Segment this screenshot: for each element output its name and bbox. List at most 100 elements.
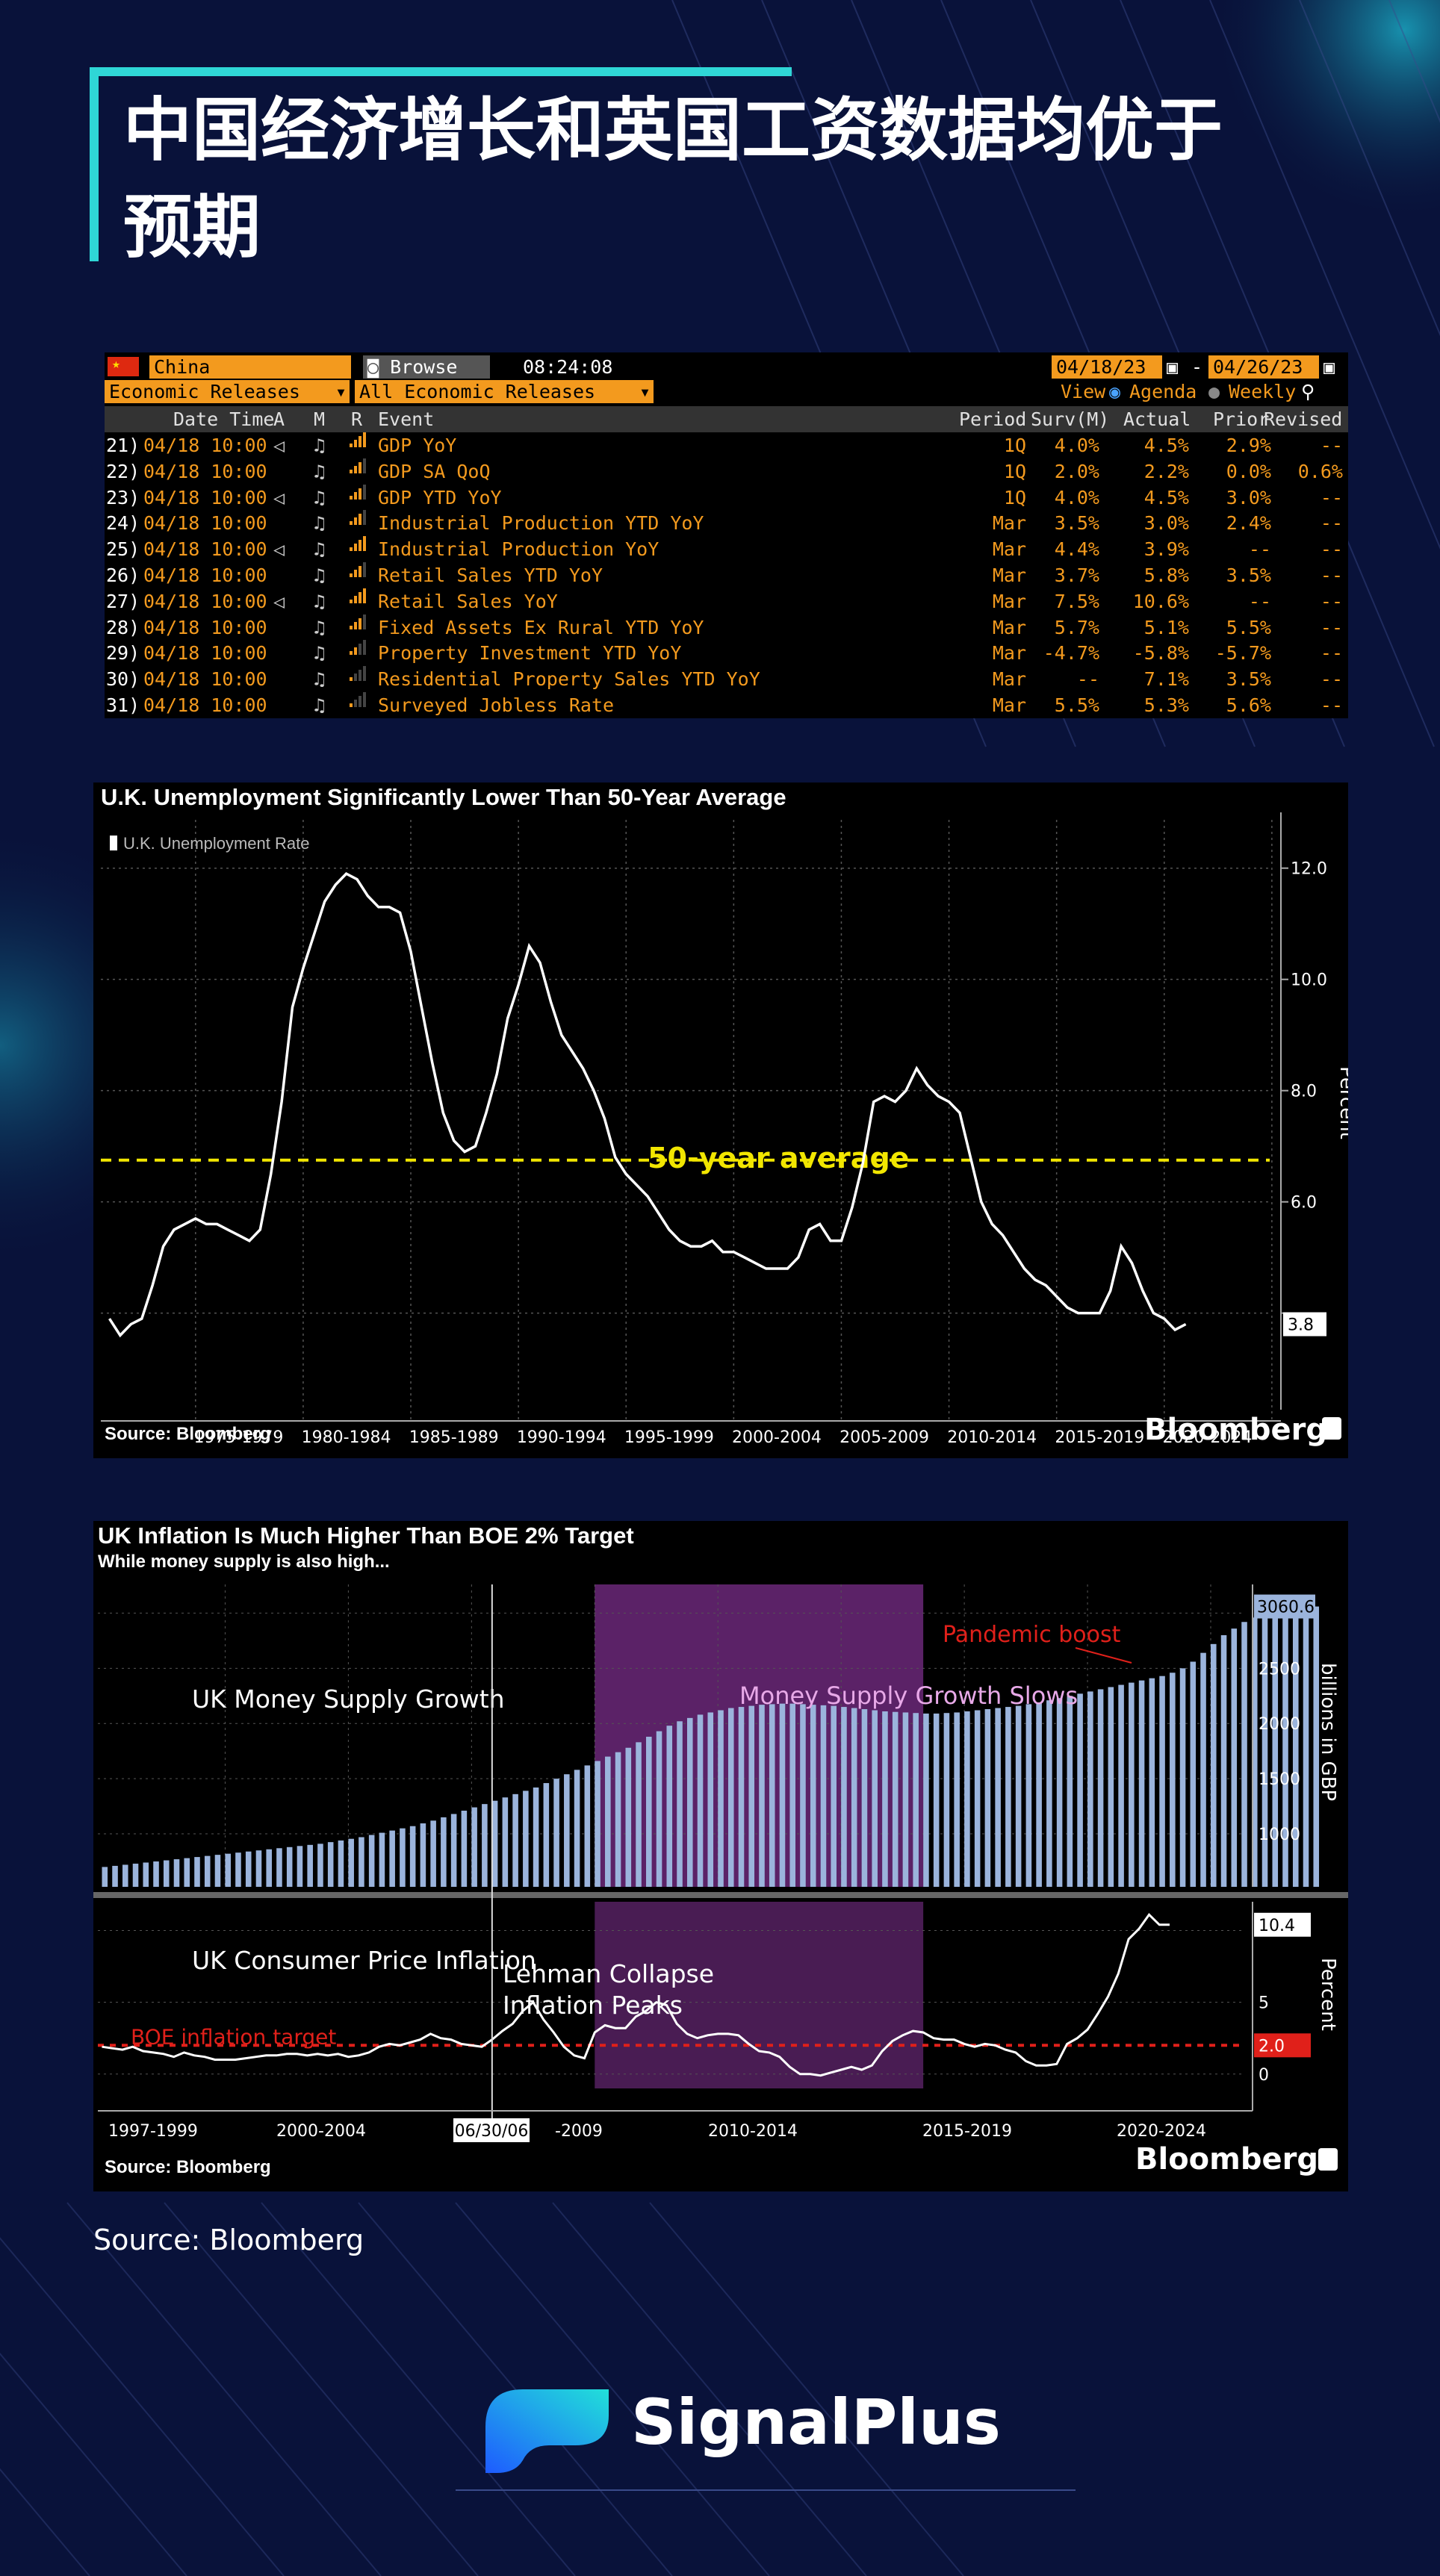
- row-event: Industrial Production YoY: [378, 538, 660, 561]
- table-row[interactable]: 31) 04/18 10:00 Surveyed Jobless Rate Mar 5.…: [105, 692, 1348, 718]
- row-event: GDP SA QoQ: [378, 460, 491, 482]
- row-datetime: 04/18 10:00: [143, 538, 267, 561]
- table-row[interactable]: 22) 04/18 10:00 GDP SA QoQ 1Q 2.0% 2.2% 0.0% 0.…: [105, 458, 1348, 485]
- money-supply-bar: [831, 1705, 837, 1887]
- alert-bell-icon[interactable]: ♫: [314, 538, 326, 561]
- category-select[interactable]: Economic Releases ▾: [105, 380, 350, 403]
- date-marker-box: [453, 2118, 530, 2142]
- money-supply-bar: [1015, 1705, 1022, 1887]
- date-to-field[interactable]: 04/26/23: [1208, 355, 1319, 379]
- alert-bell-icon[interactable]: ♫: [314, 616, 326, 638]
- row-number: 24): [106, 512, 140, 535]
- money-supply-bar: [646, 1736, 652, 1887]
- row-revised: --: [1320, 590, 1343, 612]
- row-period: 1Q: [1003, 460, 1026, 482]
- table-row[interactable]: 28) 04/18 10:00 Fixed Assets Ex Rural YTD …: [105, 614, 1348, 641]
- money-supply-bar: [543, 1783, 550, 1887]
- filter-select[interactable]: All Economic Releases ▾: [355, 380, 654, 403]
- alert-bell-icon[interactable]: ♫: [314, 564, 326, 586]
- money-supply-bar: [359, 1837, 364, 1887]
- y-axis-label: Percent: [1317, 1958, 1339, 2031]
- money-supply-bar: [748, 1705, 755, 1887]
- money-supply-bar: [984, 1709, 991, 1887]
- money-supply-bar: [327, 1842, 334, 1887]
- row-revised: --: [1320, 564, 1343, 586]
- panel-label-cpi: UK Consumer Price Inflation: [192, 1946, 536, 1975]
- money-supply-bar: [430, 1820, 436, 1887]
- calendar-icon[interactable]: ▣: [1167, 356, 1179, 378]
- table-row[interactable]: 30) 04/18 10:00 Residential Property Sales…: [105, 666, 1348, 692]
- alert-bell-icon[interactable]: ♫: [314, 590, 326, 612]
- col-survey[interactable]: Surv(M): [1031, 408, 1110, 430]
- title-accent-side: [90, 67, 99, 261]
- row-period: Mar: [992, 564, 1026, 586]
- table-row[interactable]: 26) 04/18 10:00 Retail Sales YTD YoY Mar 3.7…: [105, 562, 1348, 588]
- radio-unselected-icon[interactable]: ●: [1208, 381, 1220, 402]
- table-row[interactable]: 21) 04/18 10:00 GDP YoY 1Q 4.0% 4.5% 2.9% -- ◁ ♫: [105, 432, 1348, 458]
- col-m[interactable]: M: [314, 408, 326, 430]
- radio-selected-icon[interactable]: ◉: [1109, 381, 1121, 402]
- money-supply-bar: [1149, 1678, 1155, 1887]
- browse-button[interactable]: ◙ Browse: [363, 355, 490, 379]
- view-weekly-option[interactable]: Weekly: [1229, 381, 1297, 402]
- money-supply-bar: [759, 1705, 765, 1887]
- col-revised[interactable]: Revised: [1264, 408, 1343, 430]
- calendar-icon[interactable]: ▣: [1323, 356, 1335, 378]
- row-survey: -4.7%: [1043, 642, 1099, 665]
- col-a[interactable]: A: [273, 408, 285, 430]
- money-supply-bar: [441, 1817, 447, 1887]
- money-supply-bar: [574, 1770, 580, 1887]
- money-supply-bar: [769, 1704, 775, 1887]
- speaker-icon[interactable]: ◁: [273, 486, 285, 508]
- table-row[interactable]: 29) 04/18 10:00 Property Investment YTD Yo…: [105, 640, 1348, 666]
- money-supply-bar: [184, 1858, 190, 1887]
- table-row[interactable]: 23) 04/18 10:00 GDP YTD YoY 1Q 4.0% 4.5% 3.0% -…: [105, 484, 1348, 511]
- alert-bell-icon[interactable]: ♫: [314, 642, 326, 665]
- row-survey: 4.4%: [1054, 538, 1099, 561]
- money-supply-bar: [245, 1851, 252, 1887]
- view-agenda-option[interactable]: Agenda: [1129, 381, 1197, 402]
- row-revised: --: [1320, 538, 1343, 561]
- alert-bell-icon[interactable]: ♫: [314, 694, 326, 716]
- alert-bell-icon[interactable]: ♫: [314, 512, 326, 535]
- row-actual: 5.3%: [1143, 694, 1189, 716]
- money-supply-bar: [1025, 1704, 1032, 1887]
- money-supply-bar: [1170, 1673, 1176, 1887]
- money-supply-bar: [1179, 1668, 1186, 1887]
- chart-title: UK Inflation Is Much Higher Than BOE 2% …: [98, 1522, 634, 1549]
- col-actual[interactable]: Actual: [1123, 408, 1191, 430]
- signalplus-logo-icon: [485, 2389, 609, 2473]
- x-tick-label: 1985-1989: [409, 1428, 499, 1447]
- money-supply-bar: [697, 1714, 704, 1887]
- col-period[interactable]: Period: [959, 408, 1027, 430]
- col-event[interactable]: Event: [378, 408, 435, 430]
- relevance-bars-icon: [350, 692, 367, 707]
- row-prior: 2.4%: [1226, 512, 1271, 535]
- alert-bell-icon[interactable]: ♫: [314, 460, 326, 482]
- col-date-time[interactable]: Date Time: [173, 408, 275, 430]
- table-row[interactable]: 27) 04/18 10:00 Retail Sales YoY Mar 7.5% 10.…: [105, 588, 1348, 615]
- row-actual: 5.1%: [1143, 616, 1189, 638]
- key-icon[interactable]: ⚲: [1301, 381, 1315, 402]
- col-r[interactable]: R: [351, 408, 363, 430]
- country-field[interactable]: China: [149, 355, 351, 379]
- col-prior[interactable]: Prior: [1213, 408, 1270, 430]
- money-supply-bar: [533, 1787, 539, 1887]
- date-from-field[interactable]: 04/18/23: [1052, 355, 1162, 379]
- money-supply-bar: [255, 1850, 262, 1887]
- speaker-icon[interactable]: ◁: [273, 538, 285, 561]
- y-tick-label: 2000: [1259, 1715, 1300, 1734]
- table-row[interactable]: 24) 04/18 10:00 Industrial Production YTD …: [105, 510, 1348, 536]
- table-row[interactable]: 25) 04/18 10:00 Industrial Production YoY M…: [105, 536, 1348, 562]
- speaker-icon[interactable]: ◁: [273, 435, 285, 456]
- money-supply-bar: [389, 1830, 395, 1887]
- alert-bell-icon[interactable]: ♫: [314, 435, 326, 456]
- alert-bell-icon[interactable]: ♫: [314, 668, 326, 691]
- row-period: Mar: [992, 538, 1026, 561]
- speaker-icon[interactable]: ◁: [273, 590, 285, 612]
- alert-bell-icon[interactable]: ♫: [314, 486, 326, 508]
- money-supply-bar: [1251, 1617, 1258, 1887]
- row-prior: 3.5%: [1226, 668, 1271, 691]
- money-supply-bar: [677, 1721, 683, 1887]
- money-supply-bar: [964, 1711, 970, 1887]
